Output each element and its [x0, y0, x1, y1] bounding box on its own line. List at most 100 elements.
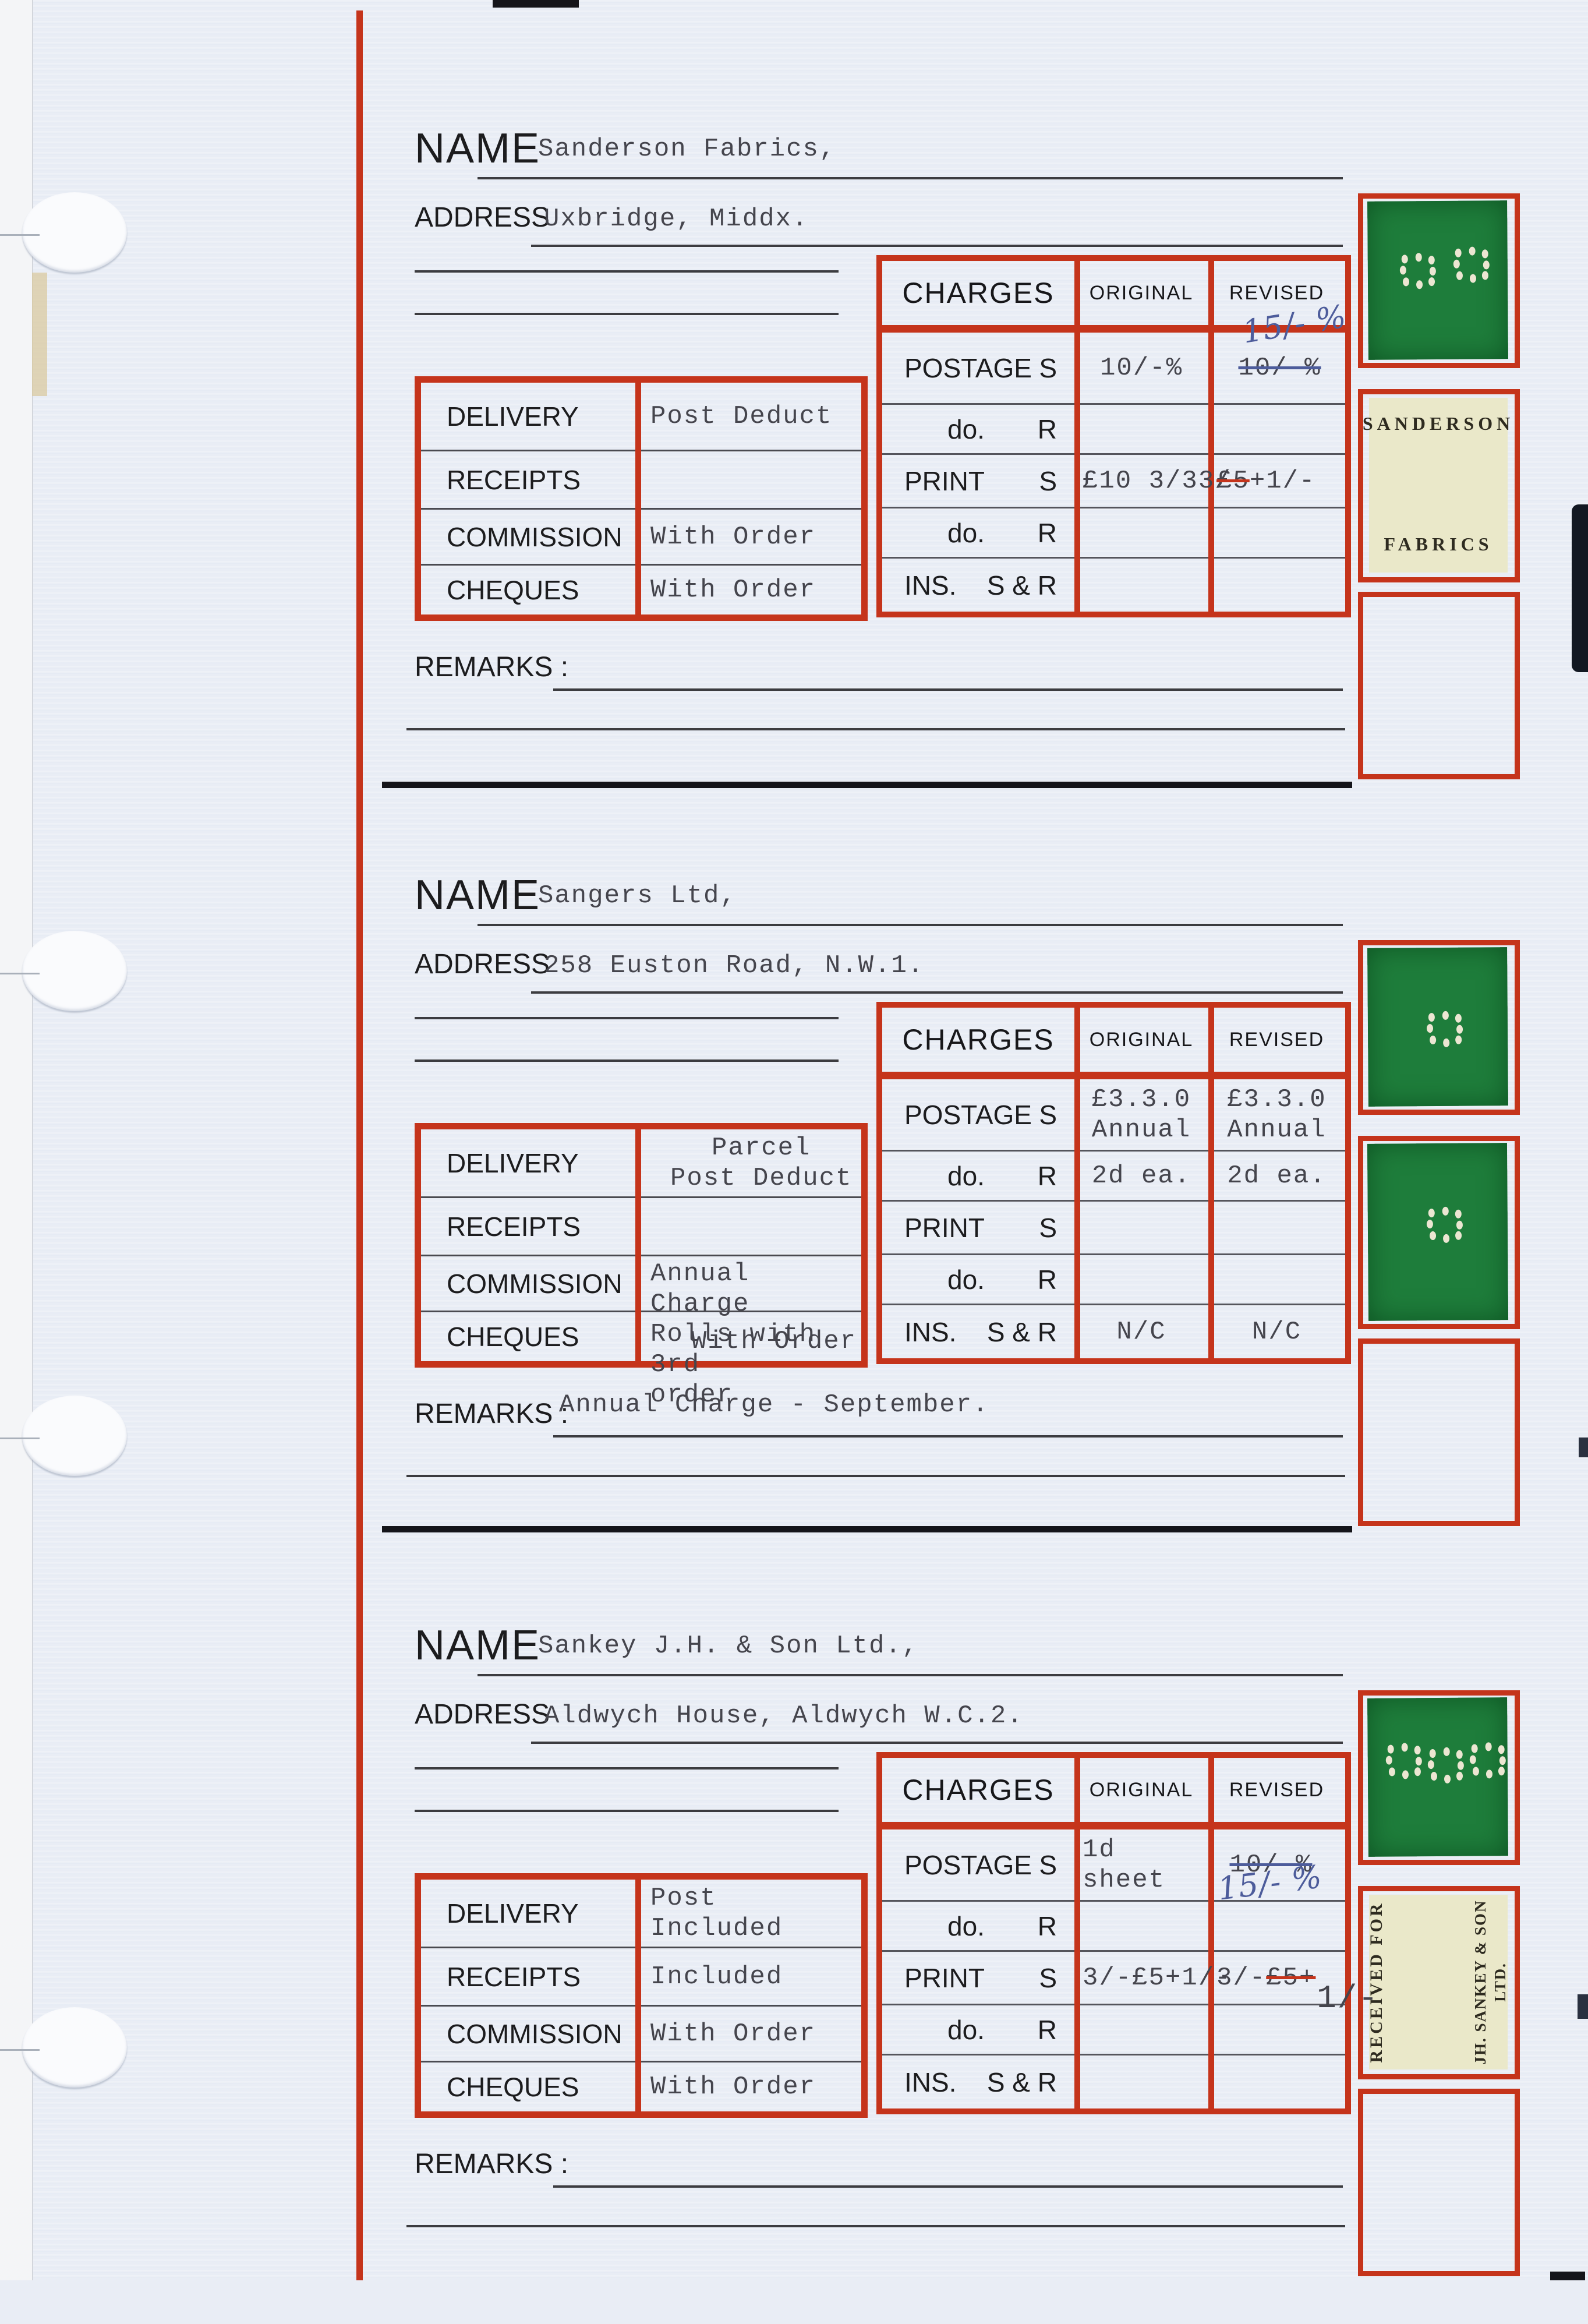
revised-column-header: REVISED — [1229, 1028, 1325, 1051]
row-label-text: POSTAGE — [904, 1849, 1032, 1880]
name-value: Sanderson Fabrics, — [538, 135, 836, 164]
row-label-text: INS. — [904, 2067, 957, 2097]
typed-value: £3.3.0 Annual — [1227, 1085, 1327, 1145]
binder-mark — [1579, 1438, 1588, 1457]
typed-value: N/C — [1116, 1317, 1166, 1347]
perfin-dots — [1401, 255, 1408, 264]
address-value: Aldwych House, Aldwych W.C.2. — [544, 1701, 1024, 1730]
revised-cell — [1208, 2055, 1345, 2108]
name-underline — [478, 1674, 1343, 1676]
revised-cell — [1208, 405, 1345, 453]
charges-row-print-s: PRINT S — [882, 1202, 1345, 1255]
remarks-value: Annual Charge - September. — [559, 1390, 989, 1419]
column-divider — [635, 383, 641, 614]
address-underline — [531, 245, 1343, 247]
perfin-dots — [1455, 248, 1462, 257]
row-label-text: POSTAGE — [904, 1099, 1032, 1130]
blank-line — [415, 270, 839, 273]
revised-cell — [1208, 559, 1345, 612]
address-value: Uxbridge, Middx. — [544, 204, 809, 234]
typed-value: 10/-% — [1099, 353, 1183, 383]
punch-hole — [0, 192, 127, 273]
remarks-underline — [553, 1435, 1343, 1438]
row-suffix: S — [1039, 1849, 1057, 1880]
table-row: CHEQUES With Order — [421, 1312, 861, 1361]
charges-row-label: INS. S & R — [882, 1305, 1074, 1358]
revised-cell: 2d ea. — [1208, 1152, 1345, 1200]
charges-title: CHARGES — [902, 1774, 1055, 1806]
delivery-value: Post Deduct — [650, 401, 833, 431]
receipts-value — [635, 1198, 861, 1255]
stamp-box-empty — [1358, 592, 1520, 779]
charges-row-ins: INS. S & R — [882, 2055, 1345, 2108]
table-row: DELIVERY Post Deduct — [421, 383, 861, 451]
row-suffix: S — [1039, 1099, 1057, 1130]
blank-line — [415, 1059, 839, 1062]
binder-mark — [1578, 1994, 1588, 2019]
blank-line — [415, 1767, 839, 1770]
row-label-text: INS. — [904, 1316, 957, 1347]
row-label-text: do. — [947, 1910, 985, 1941]
row-suffix: R — [1037, 2014, 1057, 2045]
revised-cell: N/C — [1208, 1305, 1345, 1358]
struck-value: 10/-% — [1238, 353, 1321, 383]
commission-label: COMMISSION — [447, 1268, 623, 1299]
row-suffix: R — [1037, 1264, 1057, 1295]
receipts-label: RECEIPTS — [447, 1211, 581, 1242]
revised-cell — [1208, 1255, 1345, 1304]
record-sanderson: NAME Sanderson Fabrics, ADDRESS Uxbridge… — [356, 105, 1588, 827]
row-suffix: R — [1037, 1160, 1057, 1191]
record-sankey: NAME Sankey J.H. & Son Ltd., ADDRESS Ald… — [356, 1602, 1588, 2324]
charges-header: CHARGES ORIGINAL REVISED — [882, 1008, 1345, 1079]
stamp-box — [1358, 1136, 1520, 1329]
delivery-table: DELIVERY Post Deduct RECEIPTS COMMISSION… — [415, 376, 868, 621]
revised-cell — [1208, 508, 1345, 557]
receipts-value — [635, 451, 861, 508]
revised-cell: 10/-% 15/- % — [1208, 1829, 1345, 1908]
binder-mark — [1572, 504, 1588, 672]
original-cell — [1074, 1255, 1208, 1304]
cheques-label: CHEQUES — [447, 1322, 579, 1352]
row-suffix: S & R — [986, 2067, 1057, 2097]
typed-value: 2d ea. — [1091, 1161, 1191, 1191]
revised-cell: 15/- % 10/-% — [1208, 298, 1349, 403]
table-row: CHEQUES With Order — [421, 566, 861, 614]
charges-row-print-r: do. R — [882, 508, 1345, 559]
row-label-text: PRINT — [904, 465, 985, 496]
struck-value: 10/-% — [1229, 1850, 1313, 1880]
table-row: CHEQUES With Order — [421, 2062, 861, 2111]
charges-table: CHARGES ORIGINAL REVISED POSTAGE S 1d sh… — [876, 1752, 1378, 2114]
name-label: NAME — [415, 125, 541, 172]
revised-column-header: REVISED — [1229, 1778, 1325, 1801]
delivery-label: DELIVERY — [447, 1898, 579, 1929]
original-cell — [1074, 1902, 1208, 1950]
cheques-value: With Order — [650, 575, 816, 605]
commission-value: With Order — [650, 522, 816, 552]
typed-value: 3/-£5+1/- — [1083, 1963, 1232, 1993]
commission-label: COMMISSION — [447, 2018, 623, 2049]
typed-value: 1d sheet — [1083, 1835, 1166, 1895]
perfin-dots — [1471, 1744, 1478, 1753]
row-suffix: S — [1039, 352, 1057, 383]
typed-overflow: 3/- — [1198, 466, 1249, 496]
fabric-swatch-green — [1367, 947, 1508, 1107]
punch-hole — [0, 931, 127, 1011]
row-label-text: PRINT — [904, 1212, 985, 1243]
column-divider — [1208, 261, 1214, 612]
delivery-table: DELIVERY Parcel Post Deduct RECEIPTS COM… — [415, 1123, 868, 1410]
remarks-underline — [553, 688, 1343, 691]
row-label-text: POSTAGE — [904, 352, 1032, 383]
blank-line — [406, 1475, 1345, 1477]
revised-column-header: REVISED — [1229, 281, 1325, 304]
charges-row-postage-s: POSTAGE S 1d sheet 10/-% 15/- % — [882, 1829, 1345, 1908]
section-divider — [382, 782, 1352, 788]
rotated-label-content: RECEIVED FOR JH. SANKEY & SON LTD. — [1367, 1895, 1510, 2069]
scan-left-edge — [0, 0, 33, 2280]
perfin-dots — [1429, 1749, 1436, 1758]
stamp-box-empty — [1358, 1338, 1520, 1526]
column-divider — [1074, 1008, 1080, 1358]
name-label: NAME — [415, 872, 541, 919]
row-suffix: S & R — [986, 570, 1057, 601]
cheques-label: CHEQUES — [447, 575, 579, 605]
charges-row-postage-s: POSTAGE S 10/-% 15/- % 10/-% — [882, 298, 1349, 405]
